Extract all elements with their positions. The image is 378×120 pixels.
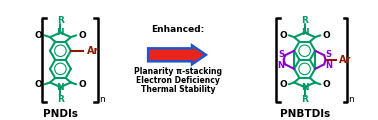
Text: O: O <box>322 80 330 89</box>
Text: O: O <box>279 80 287 89</box>
Text: O: O <box>78 31 86 40</box>
Text: O: O <box>322 31 330 40</box>
FancyArrow shape <box>148 45 206 64</box>
Text: Thermal Stability: Thermal Stability <box>141 85 215 94</box>
Text: R: R <box>57 16 64 25</box>
Text: S: S <box>278 50 284 59</box>
Text: O: O <box>279 31 287 40</box>
Text: N: N <box>301 28 308 37</box>
Text: O: O <box>78 80 86 89</box>
Text: R: R <box>301 16 308 25</box>
Text: N: N <box>57 28 64 37</box>
Text: R: R <box>301 95 308 104</box>
Text: n: n <box>349 95 354 104</box>
Text: Ar: Ar <box>339 55 351 65</box>
Text: Electron Deficiency: Electron Deficiency <box>136 76 220 85</box>
Text: N: N <box>277 61 284 70</box>
Text: N: N <box>57 83 64 92</box>
Text: Ar: Ar <box>87 46 99 56</box>
Text: PNBTDIs: PNBTDIs <box>279 109 330 119</box>
Text: Planarity π-stacking: Planarity π-stacking <box>134 67 222 76</box>
Text: R: R <box>57 95 64 104</box>
Text: Enhanced:: Enhanced: <box>152 25 204 34</box>
Text: n: n <box>99 95 105 104</box>
Text: N: N <box>301 83 308 92</box>
Text: O: O <box>35 31 43 40</box>
Text: PNDIs: PNDIs <box>43 109 78 119</box>
Text: S: S <box>325 50 331 59</box>
Text: N: N <box>325 61 332 70</box>
Text: O: O <box>35 80 43 89</box>
